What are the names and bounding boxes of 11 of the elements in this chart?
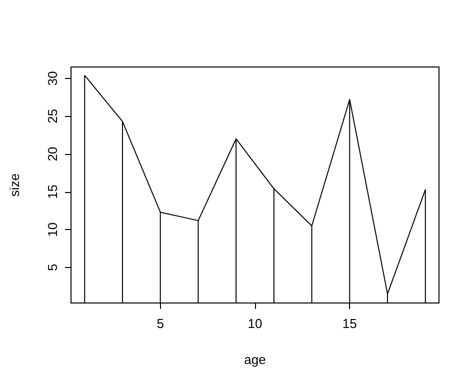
y-axis-title: size bbox=[7, 173, 22, 197]
y-tick-label: 25 bbox=[45, 108, 60, 124]
y-tick-label: 15 bbox=[45, 184, 60, 200]
y-tick-label: 5 bbox=[45, 264, 60, 272]
y-tick-label: 30 bbox=[45, 71, 60, 86]
y-tick-label: 20 bbox=[45, 146, 60, 162]
x-tick-label: 5 bbox=[156, 316, 164, 331]
x-tick-label: 15 bbox=[342, 316, 357, 331]
x-axis-title: age bbox=[244, 352, 266, 367]
x-tick-label: 10 bbox=[248, 316, 262, 331]
y-tick-label: 10 bbox=[45, 222, 60, 237]
